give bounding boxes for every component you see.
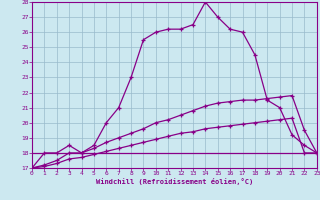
X-axis label: Windchill (Refroidissement éolien,°C): Windchill (Refroidissement éolien,°C) <box>96 178 253 185</box>
